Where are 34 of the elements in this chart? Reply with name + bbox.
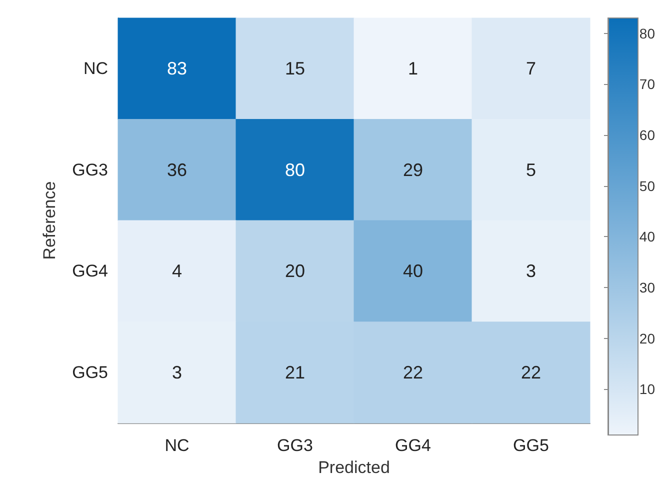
data-label: 1: [408, 58, 418, 79]
data-label: 4: [172, 261, 182, 282]
color-bar-label: 60: [639, 126, 656, 143]
color-bar-label: 10: [639, 381, 656, 398]
data-label: 29: [402, 160, 424, 180]
y-tick-label: NC: [83, 59, 108, 78]
data-label: 3: [172, 362, 182, 382]
data-label: 7: [526, 58, 536, 79]
y-tick-label: GG5: [72, 362, 108, 382]
data-label: 21: [284, 362, 306, 382]
x-axis-title: Predicted: [318, 458, 390, 477]
data-label: 22: [402, 362, 424, 382]
data-label: 80: [284, 160, 306, 180]
data-label: 83: [166, 58, 188, 79]
x-tick-label: GG4: [395, 436, 431, 456]
data-label: 36: [166, 160, 188, 180]
color-bar-label: 20: [639, 330, 656, 346]
color-bar-label: 30: [639, 280, 656, 296]
data-label: 22: [520, 362, 542, 382]
data-label: 3: [526, 261, 536, 282]
data-label: 15: [284, 58, 306, 79]
data-label: 20: [284, 261, 306, 282]
data-label: 5: [526, 160, 536, 180]
x-tick-label: GG5: [513, 436, 549, 456]
color-bar-label: 80: [639, 25, 656, 42]
data-label: 40: [402, 261, 424, 282]
color-bar-label: 70: [639, 76, 656, 92]
x-tick-label: GG3: [277, 436, 313, 456]
color-bar-label: 50: [639, 178, 656, 194]
y-axis-title: Reference: [40, 181, 59, 260]
y-tick-label: GG3: [72, 160, 108, 180]
color-bar-label: 40: [639, 228, 656, 245]
y-tick-label: GG4: [72, 262, 108, 281]
x-tick-label: NC: [164, 436, 190, 456]
